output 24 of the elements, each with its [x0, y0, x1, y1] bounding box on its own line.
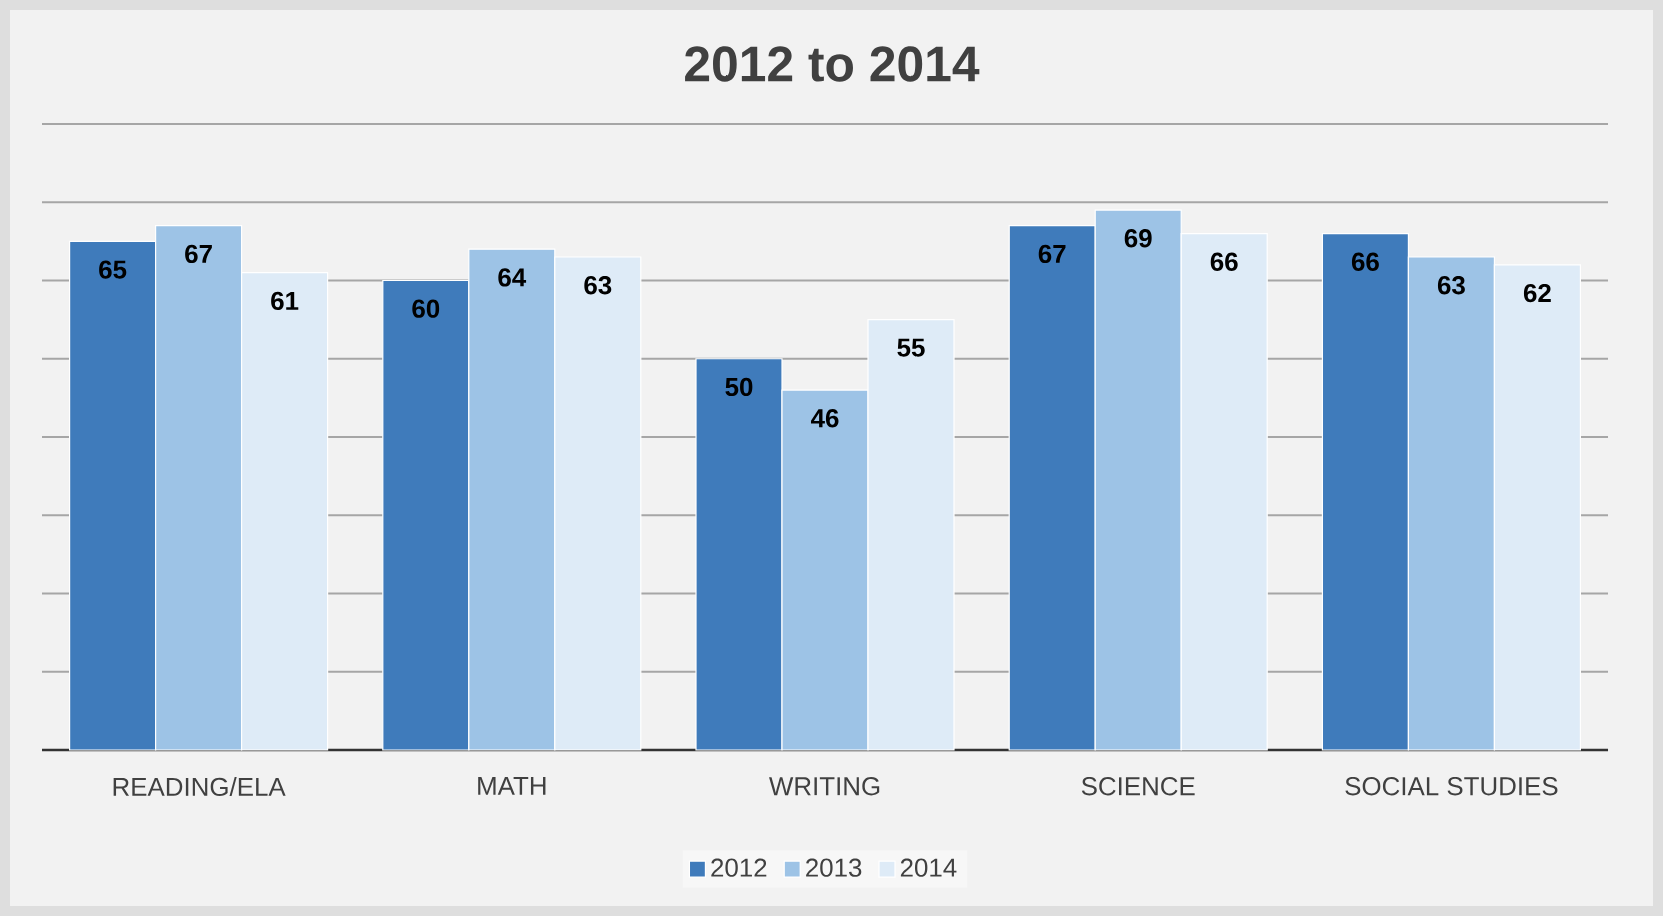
data-label: 66 — [1351, 252, 1379, 271]
data-label: 61 — [271, 291, 299, 311]
data-label: 69 — [1124, 229, 1152, 248]
x-tick-label: SOCIAL STUDIES — [1345, 777, 1558, 796]
x-tick-label: SCIENCE — [1081, 777, 1195, 796]
data-label: 66 — [1210, 252, 1238, 271]
legend-label: 2012 — [711, 858, 767, 877]
chart-title: 2012 to 2014 — [685, 46, 980, 82]
legend-label: 2014 — [900, 858, 957, 877]
data-label: 60 — [412, 299, 440, 318]
data-label: 64 — [498, 268, 527, 287]
data-label: 46 — [811, 409, 839, 428]
data-label: 62 — [1523, 283, 1551, 303]
data-label: 67 — [1038, 244, 1066, 264]
data-label: 63 — [584, 276, 612, 295]
legend-label: 2013 — [806, 858, 862, 877]
data-label: 63 — [1437, 276, 1465, 295]
x-tick-label: MATH — [478, 777, 546, 795]
x-tick-label: WRITING — [769, 777, 880, 796]
data-label: 55 — [897, 338, 925, 357]
data-label: 65 — [99, 260, 127, 279]
data-label: 67 — [185, 244, 212, 264]
data-label: 50 — [725, 377, 753, 397]
x-tick-label: READING/ELA — [113, 777, 286, 797]
